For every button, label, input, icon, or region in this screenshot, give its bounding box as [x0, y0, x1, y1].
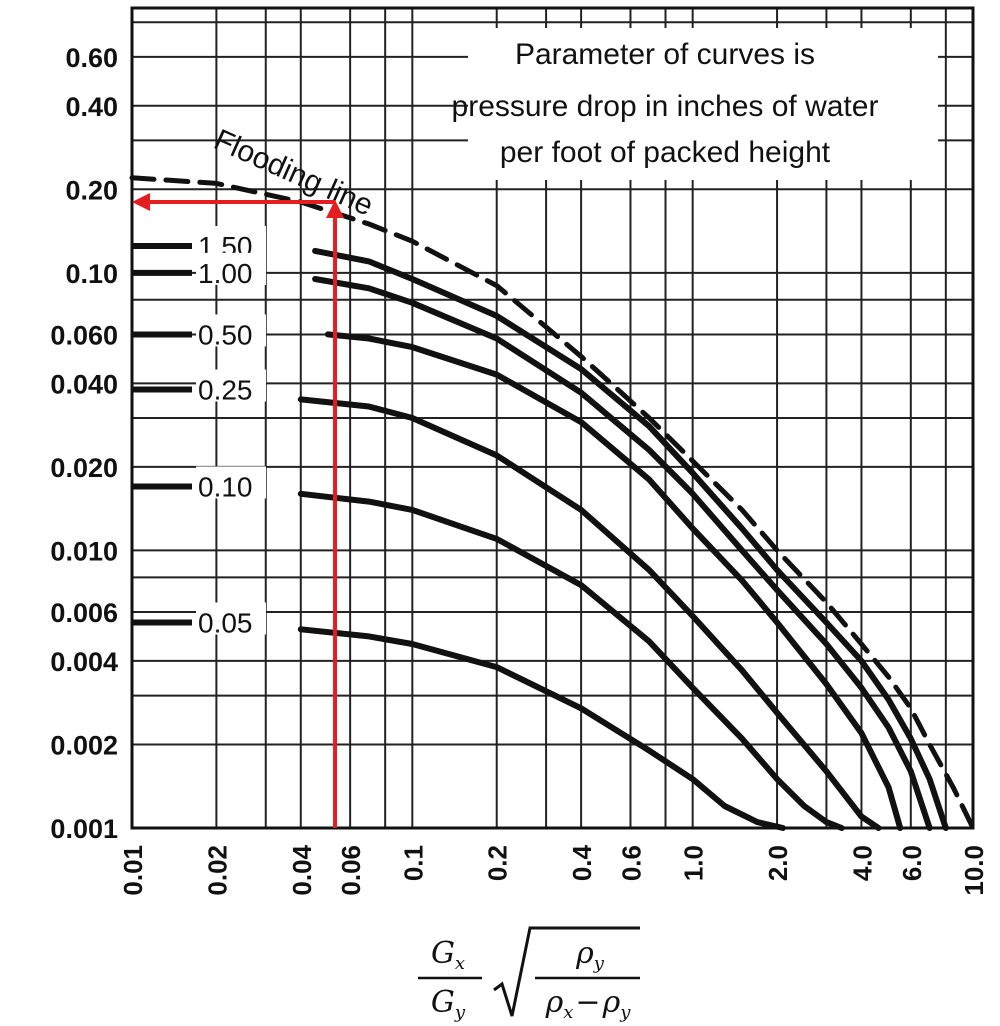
curve-label-bg [196, 369, 266, 402]
y-tick-label: 0.002 [50, 730, 118, 760]
highlight-left-arrowhead [132, 193, 150, 212]
y-tick-label: 0.40 [65, 92, 118, 122]
y-tick-label: 0.040 [50, 369, 118, 399]
x-label-gy: Gy [431, 985, 466, 1023]
x-tick-label: 4.0 [847, 845, 877, 881]
note-line-3: per foot of packed height [500, 136, 831, 169]
y-tick-label: 0.010 [50, 536, 118, 566]
x-label-rho-y: ρy [575, 936, 605, 974]
y-tick-label: 0.004 [50, 647, 118, 677]
curve-label-0.10: 0.10 [198, 471, 253, 502]
pressure-drop-curve-1.00 [312, 276, 933, 831]
x-tick-label: 0.06 [336, 845, 366, 896]
curve-label-bg [196, 252, 266, 285]
x-tick-label: 0.1 [398, 845, 428, 881]
x-tick-label: 1.0 [679, 845, 709, 881]
note-line-2: pressure drop in inches of water [452, 90, 879, 123]
pressure-drop-curve-1.50 [312, 247, 949, 831]
x-tick-label: 0.6 [617, 845, 647, 881]
x-label-rho-diff: ρx−ρy [545, 985, 632, 1023]
x-tick-label: 2.0 [763, 845, 793, 881]
curve-label-0.25: 0.25 [198, 375, 253, 406]
pressure-drop-curve-0.50 [324, 331, 904, 831]
curve-label-1.00: 1.00 [198, 258, 253, 289]
y-tick-label: 0.020 [50, 453, 118, 483]
y-tick-label: 0.60 [65, 43, 118, 73]
x-tick-label: 0.04 [287, 844, 317, 895]
x-tick-label: 0.02 [202, 845, 232, 896]
curve-label-bg [196, 466, 266, 499]
note-line-1: Parameter of curves is [515, 38, 815, 71]
y-tick-label: 0.006 [50, 598, 118, 628]
x-tick-label: 6.0 [897, 845, 927, 881]
x-tick-label: 10.0 [959, 845, 989, 896]
pressure-drop-curve-0.25 [297, 396, 882, 831]
plot-frame [130, 6, 975, 830]
y-tick-label: 0.001 [50, 814, 118, 844]
y-tick-label: 0.060 [50, 320, 118, 350]
x-tick-label: 0.2 [483, 845, 513, 881]
x-tick-label: 0.4 [567, 844, 597, 881]
highlight-up-arrowhead [326, 200, 345, 219]
pressure-drop-curve-0.05 [297, 626, 786, 831]
curve-label-bg [196, 225, 266, 258]
curve-label-bg [196, 602, 266, 635]
flooding-line [129, 175, 976, 831]
pressure-drop-curve-0.10 [297, 490, 845, 831]
curve-label-0.50: 0.50 [198, 319, 253, 350]
x-axis-label: Gx Gy ρy ρx−ρy [418, 926, 640, 1023]
curve-label-0.05: 0.05 [198, 607, 253, 638]
y-tick-label: 0.10 [65, 259, 118, 289]
x-tick-label: 0.01 [118, 845, 148, 896]
x-label-gx: Gx [431, 936, 465, 974]
curve-parameter-note: Parameter of curves is pressure drop in … [452, 28, 938, 180]
curve-label-bg [196, 314, 266, 347]
y-tick-label: 0.20 [65, 175, 118, 205]
